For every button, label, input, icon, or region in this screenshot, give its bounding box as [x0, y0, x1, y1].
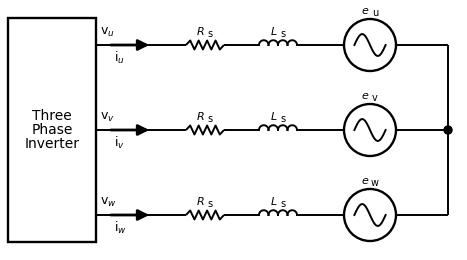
Text: s: s [207, 29, 212, 39]
Text: R: R [197, 112, 205, 122]
Text: L: L [271, 197, 277, 207]
Text: e: e [361, 6, 368, 16]
Text: e: e [361, 176, 368, 186]
Text: e: e [361, 91, 368, 101]
Text: i$_{v}$: i$_{v}$ [114, 135, 125, 151]
Text: R: R [197, 197, 205, 207]
Text: s: s [281, 29, 285, 39]
Text: s: s [281, 199, 285, 209]
Text: Phase: Phase [31, 123, 73, 137]
Text: s: s [281, 114, 285, 124]
Text: Three: Three [32, 109, 72, 123]
Text: v$_{w}$: v$_{w}$ [100, 196, 117, 209]
Text: w: w [371, 178, 379, 188]
Text: R: R [197, 27, 205, 37]
Text: v$_{u}$: v$_{u}$ [100, 26, 115, 39]
Text: i$_{w}$: i$_{w}$ [114, 220, 127, 236]
Text: i$_{u}$: i$_{u}$ [114, 50, 125, 66]
Text: Inverter: Inverter [24, 137, 79, 151]
Text: u: u [372, 8, 378, 18]
Text: s: s [207, 114, 212, 124]
Text: L: L [271, 112, 277, 122]
Circle shape [444, 126, 452, 134]
Bar [8, 18, 96, 242]
Text: v$_{v}$: v$_{v}$ [100, 111, 115, 124]
Text: s: s [207, 199, 212, 209]
Text: L: L [271, 27, 277, 37]
Text: v: v [372, 93, 378, 103]
